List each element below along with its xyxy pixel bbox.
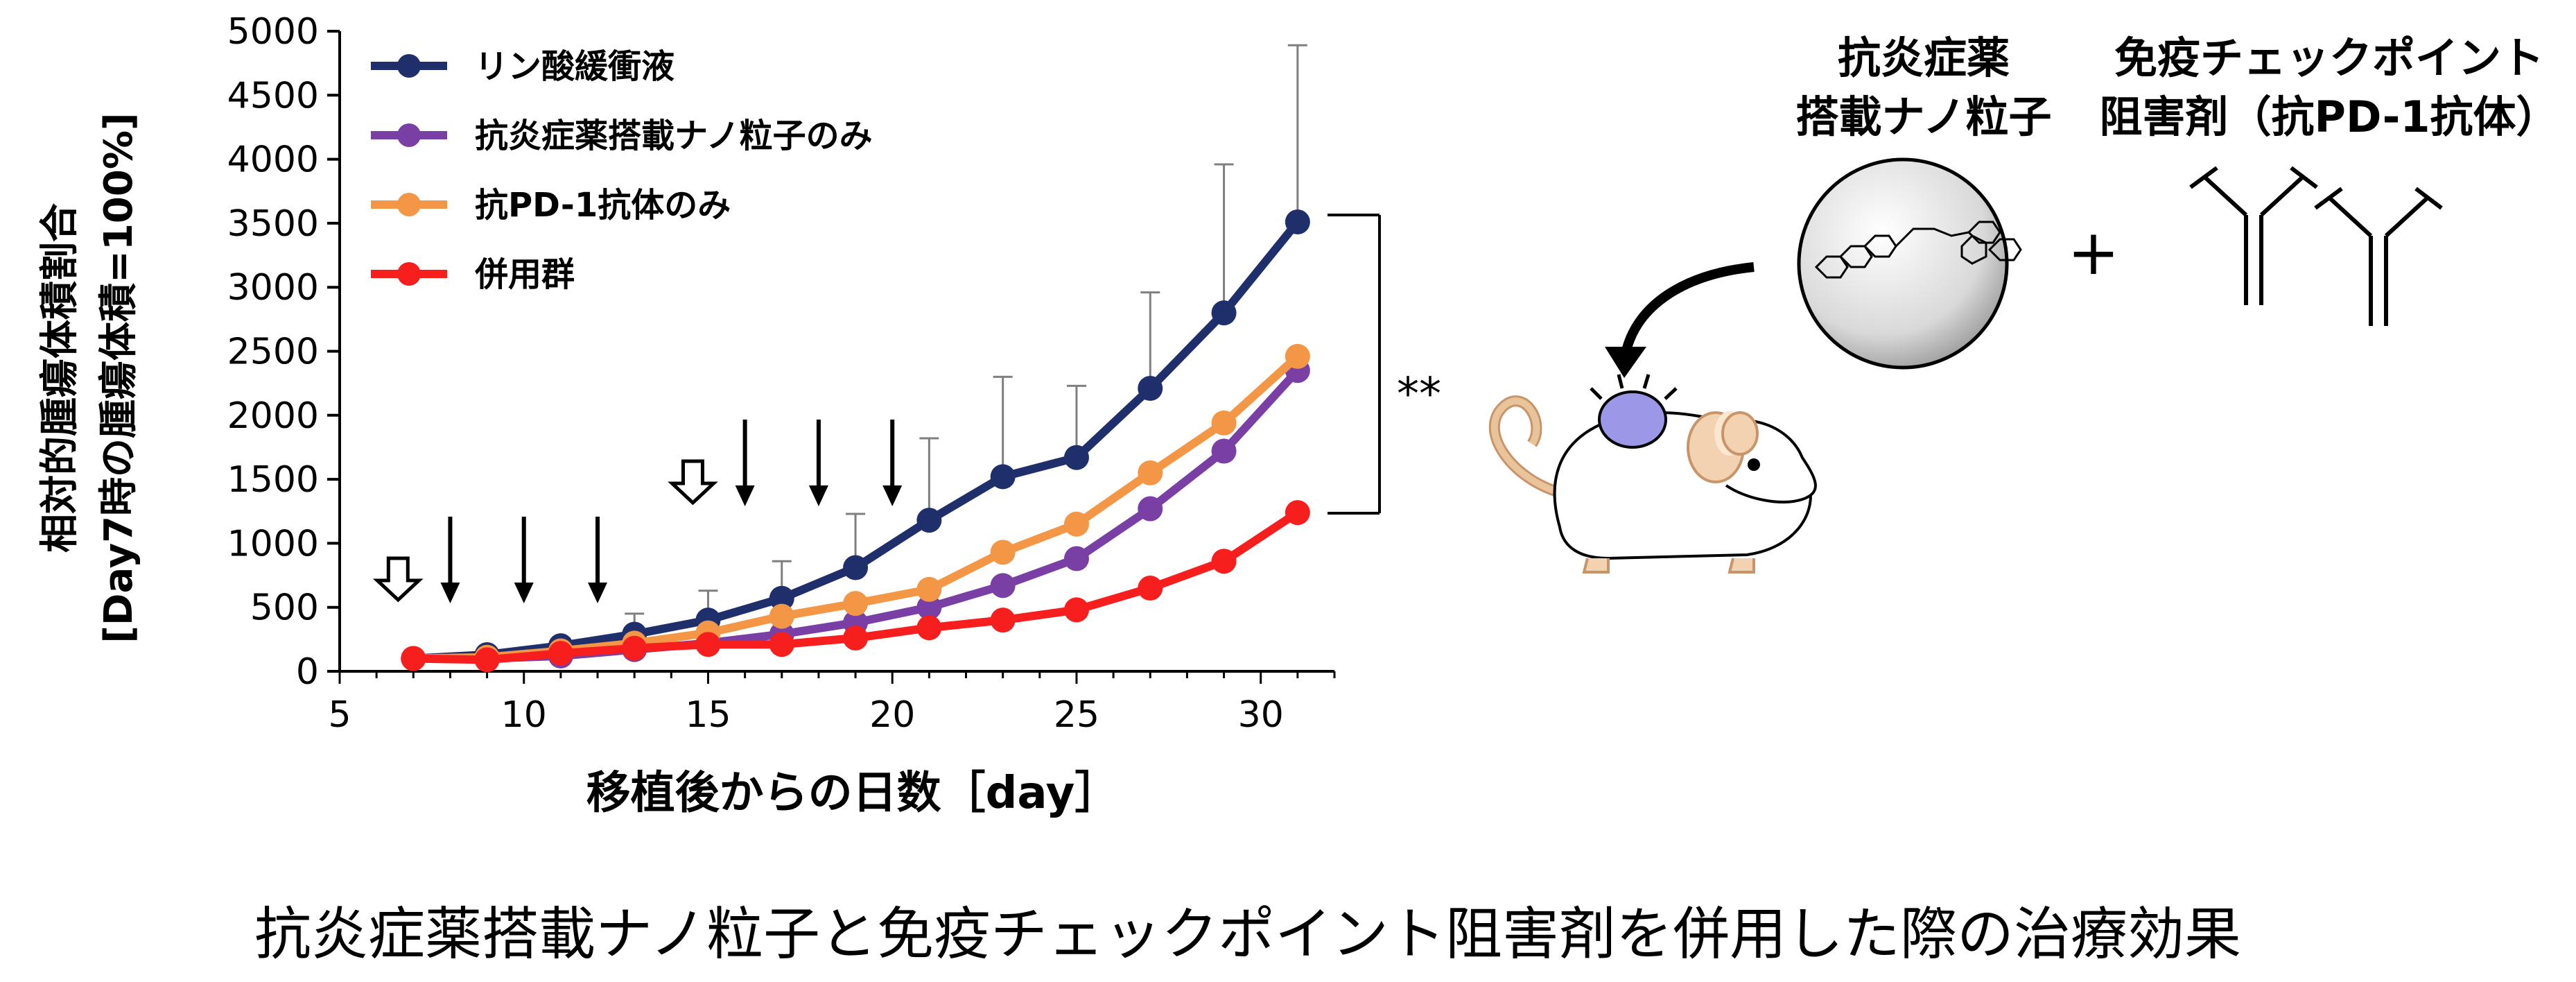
- antibody-dose-arrow-head: [440, 583, 460, 603]
- antibody-dose-arrow-head: [735, 485, 755, 506]
- data-point: [1063, 511, 1089, 537]
- data-point: [401, 646, 426, 671]
- data-point: [1063, 546, 1089, 571]
- legend-marker: [397, 193, 421, 216]
- nanoparticle-icon: [1797, 157, 2022, 370]
- legend-label: 併用群: [474, 255, 575, 294]
- antibody-dose-arrow-icon: [440, 517, 460, 603]
- plot-area: 0 500 1000 1500 2000 2500 3000 3500 4000 4500 5000…: [227, 11, 1336, 736]
- antibody-dose-arrow-icon: [808, 420, 828, 506]
- y-tick-label: 1500: [227, 459, 319, 501]
- antibody-icon: [2189, 166, 2443, 326]
- nanoparticle-label-line2: 搭載ナノ粒子: [1796, 92, 2052, 142]
- data-point: [474, 647, 500, 673]
- legend-label: リン酸緩衝液: [475, 47, 675, 86]
- antibody-dose-arrow-icon: [514, 517, 534, 603]
- data-point: [1138, 496, 1163, 522]
- data-point: [1063, 445, 1089, 470]
- data-point: [1211, 549, 1237, 574]
- antibody-dose-arrow-head: [808, 485, 828, 506]
- data-point: [1285, 500, 1310, 526]
- data-point: [548, 641, 573, 666]
- legend-marker: [397, 262, 421, 286]
- data-point: [769, 632, 794, 657]
- antibody-dose-arrow-head: [588, 583, 608, 603]
- data-point: [1138, 576, 1163, 601]
- y-tick-label: 3500: [227, 203, 319, 245]
- data-point: [1211, 300, 1237, 326]
- legend-marker: [397, 123, 421, 147]
- data-point: [1211, 438, 1237, 464]
- data-point: [1285, 343, 1310, 369]
- y-tick-label: 5000: [227, 11, 319, 53]
- y-tick-label: 2500: [227, 331, 319, 373]
- data-point: [769, 603, 794, 629]
- inhibitor-label-line2: 阻害剤（抗PD-1抗体）: [2100, 92, 2559, 142]
- y-tick-label: 4500: [227, 75, 319, 117]
- x-tick-label: 20: [869, 694, 915, 736]
- y-tick-label: 0: [296, 651, 319, 693]
- data-point: [695, 632, 721, 657]
- x-tick-label: 5: [328, 694, 351, 736]
- data-point: [990, 540, 1016, 565]
- y-tick-label: 2000: [227, 395, 319, 437]
- nanoparticle-dose-arrow-icon: [668, 459, 718, 506]
- data-point: [990, 464, 1016, 490]
- data-point: [1285, 209, 1310, 235]
- y-axis-title: 相対的腫瘍体積割合: [37, 203, 82, 553]
- data-point: [843, 555, 869, 580]
- data-point: [1138, 460, 1163, 485]
- data-point: [1138, 376, 1163, 402]
- data-point: [916, 594, 942, 620]
- legend-marker: [397, 54, 421, 78]
- nanoparticle-dose-arrow-shape: [372, 556, 424, 603]
- antibody-dose-arrow-head: [514, 583, 534, 603]
- nanoparticle-label-line1: 抗炎症薬: [1838, 33, 2010, 83]
- plus-sign: +: [2067, 216, 2119, 289]
- significance-label: **: [1397, 369, 1441, 420]
- data-point: [990, 608, 1016, 633]
- inhibitor-label-line1: 免疫チェックポイント: [2114, 33, 2544, 83]
- data-point: [843, 626, 869, 651]
- legend-label: 抗炎症薬搭載ナノ粒子のみ: [475, 117, 873, 155]
- mouse-icon: [1488, 374, 1817, 574]
- y-axis-subtitle: [Day7時の腫瘍体積=100%]: [96, 112, 141, 643]
- legend-label: 抗PD-1抗体のみ: [475, 186, 731, 225]
- data-point: [916, 508, 942, 533]
- antibody-dose-arrow-icon: [735, 420, 755, 506]
- x-tick-label: 10: [501, 694, 547, 736]
- data-point: [916, 615, 942, 641]
- significance-bracket: [1328, 214, 1381, 515]
- y-tick-label: 4000: [227, 139, 319, 181]
- data-point: [1063, 597, 1089, 623]
- nanoparticle-dose-arrow-shape: [668, 459, 718, 506]
- x-tick-label: 15: [685, 694, 731, 736]
- nanoparticle-dose-arrow-icon: [372, 556, 424, 603]
- x-tick-label: 25: [1054, 694, 1099, 736]
- antibody-dose-arrow-head: [882, 485, 903, 506]
- y-tick-label: 1000: [227, 523, 319, 565]
- data-point: [1211, 410, 1237, 436]
- data-point: [916, 576, 942, 602]
- data-point: [622, 635, 647, 661]
- injection-arrow-icon: [1605, 262, 1755, 378]
- y-tick-label: 500: [250, 587, 319, 629]
- data-point: [843, 591, 869, 617]
- antibody-dose-arrow-icon: [882, 420, 903, 506]
- y-tick-label: 3000: [227, 267, 319, 309]
- data-point: [990, 573, 1016, 598]
- figure-caption: 抗炎症薬搭載ナノ粒子と免疫チェックポイント阻害剤を併用した際の治療効果: [254, 902, 2241, 967]
- x-tick-label: 30: [1238, 694, 1284, 736]
- data-point: [769, 585, 794, 611]
- antibody-dose-arrow-icon: [588, 517, 608, 603]
- x-axis-title: 移植後からの日数［day］: [586, 768, 1120, 819]
